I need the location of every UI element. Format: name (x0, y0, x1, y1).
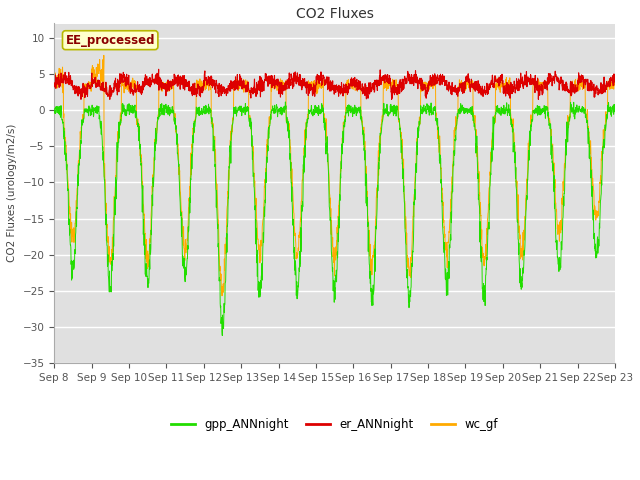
Legend: gpp_ANNnight, er_ANNnight, wc_gf: gpp_ANNnight, er_ANNnight, wc_gf (166, 413, 503, 435)
Y-axis label: CO2 Fluxes (urology/m2/s): CO2 Fluxes (urology/m2/s) (7, 124, 17, 263)
Title: CO2 Fluxes: CO2 Fluxes (296, 7, 374, 21)
Text: EE_processed: EE_processed (65, 34, 155, 47)
